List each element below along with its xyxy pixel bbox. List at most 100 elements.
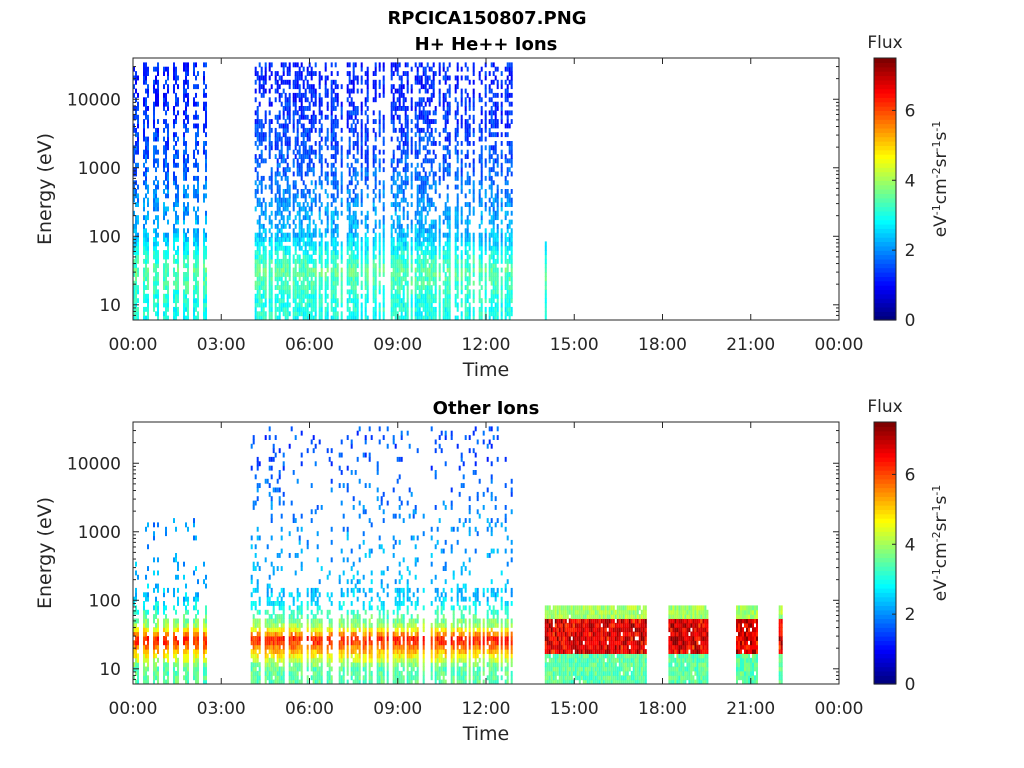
- flux-cell: [147, 522, 149, 528]
- flux-cell: [133, 114, 135, 120]
- flux-cell: [456, 258, 459, 264]
- flux-cell: [195, 62, 197, 68]
- flux-cell: [155, 666, 157, 672]
- flux-cell: [332, 272, 335, 277]
- flux-cell: [392, 167, 395, 173]
- flux-cell: [145, 241, 147, 247]
- flux-cell: [268, 149, 271, 155]
- flux-cell: [155, 596, 157, 602]
- flux-cell: [444, 75, 447, 81]
- flux-cell: [312, 267, 315, 273]
- flux-cell: [336, 123, 339, 129]
- flux-cell: [442, 175, 445, 181]
- flux-cell: [446, 206, 449, 212]
- flux-cell: [352, 62, 355, 68]
- flux-cell: [274, 71, 277, 76]
- flux-cell: [334, 123, 337, 129]
- flux-cell: [197, 215, 199, 221]
- flux-cell: [294, 276, 297, 282]
- flux-cell: [296, 280, 299, 286]
- flux-cell: [270, 180, 273, 186]
- flux-cell: [364, 180, 367, 186]
- flux-cell: [167, 206, 169, 212]
- flux-cell: [350, 162, 353, 168]
- flux-cell: [390, 228, 393, 234]
- flux-cell: [256, 145, 259, 151]
- flux-cell: [496, 245, 499, 251]
- flux-cell: [312, 149, 315, 155]
- flux-cell: [276, 189, 279, 194]
- flux-cell: [492, 123, 495, 129]
- flux-cell: [460, 254, 463, 260]
- flux-cell: [306, 97, 309, 103]
- flux-cell: [492, 71, 495, 76]
- flux-cell: [468, 232, 471, 238]
- flux-cell: [133, 631, 135, 637]
- flux-cell: [392, 272, 395, 277]
- flux-cell: [145, 62, 147, 68]
- flux-cell: [153, 679, 155, 685]
- flux-cell: [466, 123, 469, 129]
- flux-cell: [492, 232, 495, 238]
- flux-cell: [155, 127, 157, 133]
- flux-cell: [173, 280, 175, 286]
- flux-cell: [330, 254, 333, 260]
- flux-cell: [205, 62, 207, 68]
- flux-cell: [510, 149, 513, 155]
- flux-cell: [300, 167, 303, 173]
- flux-cell: [302, 276, 305, 282]
- flux-cell: [185, 123, 187, 129]
- flux-cell: [254, 97, 257, 103]
- flux-cell: [147, 662, 149, 668]
- flux-cell: [288, 215, 291, 221]
- flux-cell: [350, 223, 353, 229]
- flux-cell: [468, 280, 471, 286]
- flux-cell: [364, 97, 367, 103]
- flux-cell: [492, 158, 495, 164]
- flux-cell: [350, 175, 353, 181]
- flux-cell: [366, 66, 369, 72]
- flux-cell: [348, 145, 351, 151]
- flux-cell: [418, 110, 421, 116]
- flux-cell: [330, 127, 333, 133]
- flux-cell: [456, 101, 459, 107]
- flux-cell: [175, 132, 177, 138]
- flux-cell: [155, 101, 157, 107]
- flux-cell: [165, 276, 167, 282]
- flux-cell: [157, 180, 159, 186]
- flux-cell: [544, 272, 547, 277]
- flux-cell: [330, 123, 333, 129]
- flux-cell: [336, 298, 339, 304]
- flux-cell: [320, 263, 323, 269]
- flux-cell: [183, 215, 185, 221]
- flux-cell: [312, 84, 315, 90]
- flux-cell: [430, 241, 433, 247]
- flux-cell: [352, 79, 355, 85]
- flux-cell: [464, 106, 467, 111]
- flux-cell: [135, 276, 137, 282]
- flux-cell: [504, 215, 507, 221]
- flux-cell: [304, 193, 307, 199]
- flux-cell: [340, 293, 343, 299]
- flux-cell: [430, 250, 433, 255]
- flux-cell: [292, 158, 295, 164]
- flux-cell: [298, 167, 301, 173]
- flux-cell: [165, 636, 167, 641]
- flux-cell: [163, 640, 165, 646]
- flux-cell: [488, 184, 491, 190]
- flux-cell: [312, 88, 315, 94]
- flux-cell: [288, 145, 291, 151]
- flux-cell: [145, 232, 147, 238]
- flux-cell: [260, 136, 263, 142]
- flux-cell: [254, 263, 257, 269]
- flux-cell: [332, 162, 335, 168]
- flux-cell: [348, 219, 351, 225]
- flux-cell: [454, 219, 457, 225]
- flux-cell: [416, 241, 419, 247]
- flux-cell: [137, 215, 139, 221]
- flux-cell: [394, 245, 397, 251]
- flux-cell: [157, 184, 159, 190]
- flux-cell: [456, 228, 459, 234]
- flux-cell: [442, 250, 445, 255]
- colorbar-tick-label: 6: [905, 101, 916, 121]
